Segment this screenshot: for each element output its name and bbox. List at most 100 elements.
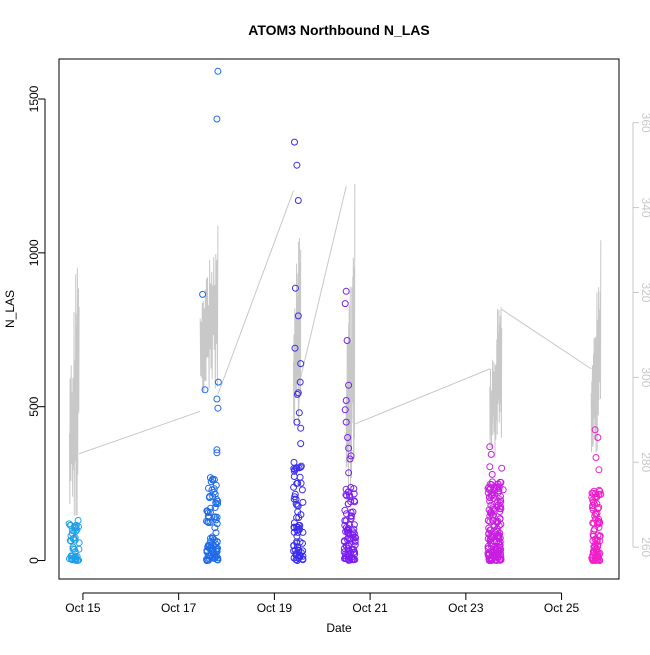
data-point [496,547,504,555]
data-point [595,523,603,531]
data-point [297,440,305,448]
x-tick-label: Oct 21 [352,601,388,615]
data-point [295,409,303,417]
data-point [596,519,603,527]
data-point [589,537,597,545]
data-point [295,464,303,472]
data-point [210,513,218,521]
data-point [295,514,303,521]
data-point [593,536,601,544]
data-point [213,395,221,403]
data-point [345,444,353,452]
data-point [497,503,505,511]
y-right-tick-label: 340 [639,198,650,218]
data-point [203,557,211,564]
data-point [350,485,358,493]
y-right-tick-label: 320 [639,282,650,302]
data-point [594,434,602,441]
data-point [67,521,75,529]
data-point [204,541,212,549]
line-connector-3 [354,368,490,425]
data-point [344,434,352,441]
data-point [595,503,603,511]
data-point [210,488,218,496]
data-point [597,490,605,498]
data-point [351,498,359,506]
data-point [496,508,504,515]
line-burst-3 [345,183,356,491]
y-right-tick-label: 360 [639,113,650,133]
data-point [293,390,301,398]
x-axis-label: Date [326,621,352,635]
y-tick-label: 0 [27,557,41,564]
data-point [73,552,81,560]
data-point [299,498,307,506]
data-point [496,556,504,564]
data-point [595,466,603,474]
data-point [488,470,496,478]
data-point [214,500,222,508]
data-point [499,486,507,494]
data-point [214,378,222,386]
data-point [495,531,503,539]
data-point [591,426,599,434]
data-point [209,476,217,484]
y-tick-label: 1000 [27,239,41,266]
data-point [297,479,305,487]
y-tick-label: 500 [27,396,41,416]
data-point [341,517,349,524]
data-point [484,484,492,492]
data-point [211,504,219,511]
data-point [492,557,500,564]
data-point [493,548,500,556]
data-point [486,509,494,517]
data-point [350,546,358,553]
data-point [290,495,298,503]
line-burst-0 [69,267,80,517]
data-point [297,424,305,432]
data-point [295,525,303,533]
x-tick-label: Oct 23 [448,601,484,615]
data-point [487,450,495,458]
data-point [342,397,350,404]
line-burst-5 [590,240,602,453]
data-point [343,510,350,518]
data-point [345,526,353,534]
data-point [347,515,355,523]
data-point [594,505,602,513]
data-point [204,518,212,526]
data-point [341,406,349,414]
data-point [493,502,501,510]
data-point [211,490,219,498]
data-point [293,418,301,426]
data-point [346,455,354,463]
data-point [492,517,500,525]
data-point [596,487,604,495]
data-point [291,490,299,498]
data-point [72,527,80,535]
data-point [211,524,219,532]
data-point [290,465,298,473]
data-point [342,418,350,426]
data-point [75,545,83,553]
data-point [294,312,302,320]
data-point [290,483,298,491]
line-connector-0 [78,410,201,455]
y-right-tick-label: 300 [639,367,650,387]
data-point [212,529,220,537]
data-point [206,494,213,502]
data-point [486,536,494,544]
data-point [298,486,306,494]
data-point [291,138,298,146]
data-point [594,556,601,564]
data-point [343,492,351,500]
x-tick-label: Oct 15 [65,601,101,615]
data-point [497,553,505,561]
data-point [344,534,352,542]
data-point [290,542,298,549]
data-point [345,469,353,477]
data-point [592,454,600,461]
line-burst-2 [293,238,302,427]
data-point [296,522,304,529]
